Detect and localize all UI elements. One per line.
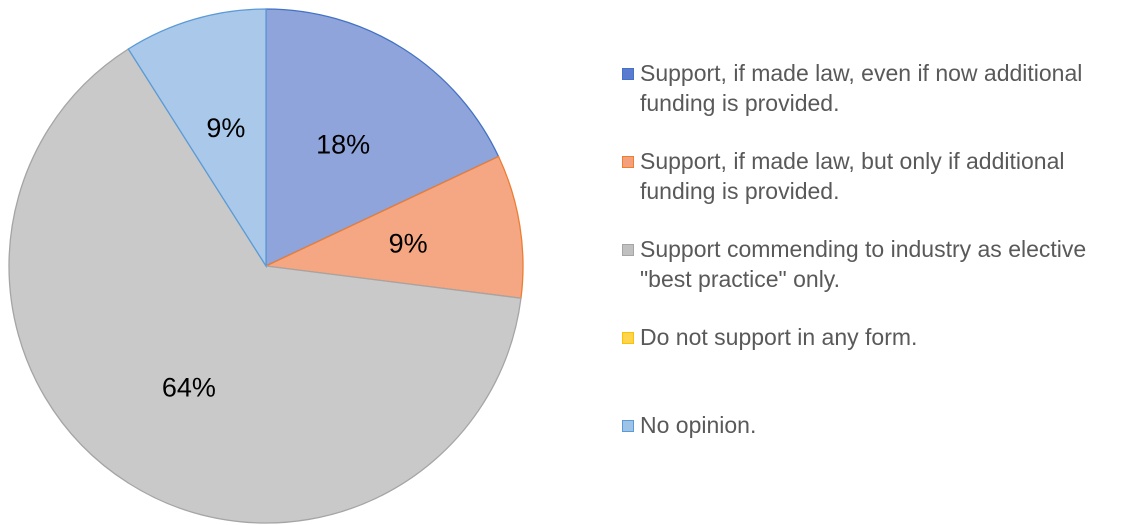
legend-label: Do not support in any form. xyxy=(640,324,918,350)
legend-label: No opinion. xyxy=(640,412,757,438)
legend-swatch-icon xyxy=(622,420,634,432)
legend-item-3: Do not support in any form. xyxy=(622,322,1140,352)
legend-label: Support commending to industry as electi… xyxy=(640,236,1087,292)
legend-label: Support, if made law, even if now additi… xyxy=(640,60,1083,116)
legend-swatch-icon xyxy=(622,244,634,256)
pie-slice-4 xyxy=(127,8,267,269)
pie-slice-0 xyxy=(265,8,500,268)
legend-item-4: No opinion. xyxy=(622,410,1140,440)
slice-data-label-4: 9% xyxy=(206,113,245,143)
legend-swatch-icon xyxy=(622,332,634,344)
legend-item-1: Support, if made law, but only if additi… xyxy=(622,146,1140,206)
legend-swatch-icon xyxy=(622,68,634,80)
slice-data-label-1: 9% xyxy=(389,228,428,258)
slice-data-label-2: 64% xyxy=(162,373,216,403)
legend-label: Support, if made law, but only if additi… xyxy=(640,148,1065,204)
pie-slice-1 xyxy=(263,155,524,299)
slice-data-label-0: 18% xyxy=(316,129,370,159)
legend-item-2: Support commending to industry as electi… xyxy=(622,234,1140,294)
legend-swatch-icon xyxy=(622,156,634,168)
pie-slice-2 xyxy=(8,48,522,524)
legend-item-0: Support, if made law, even if now additi… xyxy=(622,58,1140,118)
